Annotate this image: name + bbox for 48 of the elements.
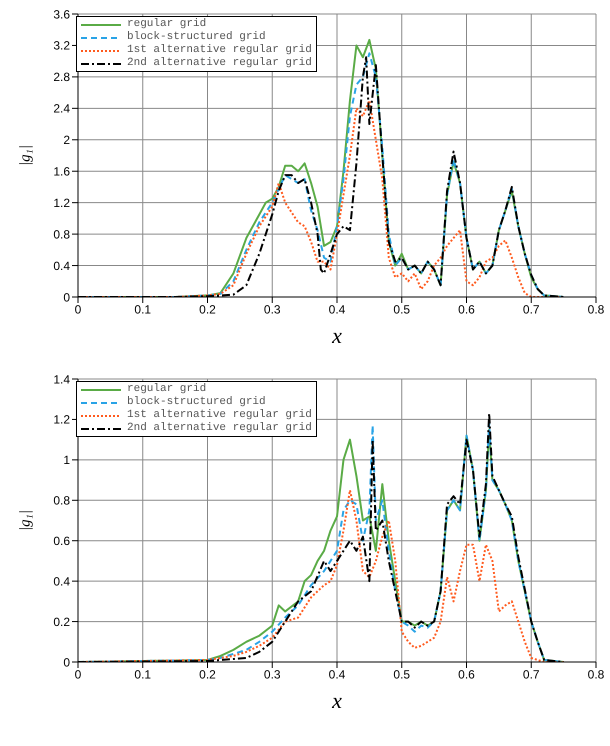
legend-label: 2nd alternative regular grid xyxy=(127,57,312,70)
y-tick-label: 1.2 xyxy=(53,196,70,210)
y-tick-label: 0.8 xyxy=(53,227,70,242)
x-tick-label: 0.7 xyxy=(522,668,540,682)
legend-label: block-structured grid xyxy=(127,396,266,409)
y-tick-label: 2.4 xyxy=(53,102,70,116)
y-tick-label: 1.6 xyxy=(53,164,70,178)
y-axis-title: |g₁| xyxy=(17,145,34,166)
legend-label: regular grid xyxy=(127,383,206,396)
x-axis-title: x xyxy=(331,323,342,348)
x-tick-label: 0.4 xyxy=(328,668,346,682)
x-tick-label: 0.3 xyxy=(264,302,281,317)
y-tick-label: 0 xyxy=(63,655,70,670)
x-tick-label: 0.6 xyxy=(458,302,476,317)
x-tick-label: 0.8 xyxy=(588,668,605,682)
legend-label: 1st alternative regular grid xyxy=(127,44,312,57)
x-tick-label: 0.8 xyxy=(588,302,605,317)
y-tick-label: 2.8 xyxy=(53,70,70,84)
x-tick-label: 0.5 xyxy=(393,668,410,682)
y-tick-label: 0 xyxy=(63,290,70,304)
x-tick-label: 0.5 xyxy=(393,302,410,317)
y-tick-label: 0.4 xyxy=(53,258,70,273)
legend-label: regular grid xyxy=(127,18,206,31)
x-tick-label: 0.7 xyxy=(522,302,540,317)
x-tick-label: 0.3 xyxy=(264,668,281,682)
y-tick-label: 1.4 xyxy=(53,372,70,386)
y-tick-label: 1.2 xyxy=(53,412,70,427)
y-tick-label: 3.6 xyxy=(53,7,70,22)
x-tick-label: 0.4 xyxy=(328,302,346,317)
x-axis-title: x xyxy=(331,688,342,713)
y-tick-label: 0.8 xyxy=(53,494,70,508)
x-tick-label: 0.1 xyxy=(134,668,152,682)
x-tick-label: 0 xyxy=(74,668,82,682)
legend-label: 1st alternative regular grid xyxy=(127,409,312,422)
y-tick-label: 0.2 xyxy=(53,614,70,629)
x-tick-label: 0.1 xyxy=(134,302,152,317)
x-tick-label: 0.2 xyxy=(199,302,216,317)
y-tick-label: 1 xyxy=(63,453,70,468)
y-tick-label: 2 xyxy=(63,133,70,148)
y-tick-label: 0.6 xyxy=(53,534,70,548)
y-tick-label: 3.2 xyxy=(53,38,70,53)
x-tick-label: 0.2 xyxy=(199,668,216,682)
x-tick-label: 0.6 xyxy=(458,668,476,682)
legend-label: 2nd alternative regular grid xyxy=(127,422,312,435)
y-tick-label: 0.4 xyxy=(53,574,70,588)
legend-label: block-structured grid xyxy=(127,31,266,44)
y-axis-title: |g₁| xyxy=(17,510,34,531)
x-tick-label: 0 xyxy=(74,302,82,317)
